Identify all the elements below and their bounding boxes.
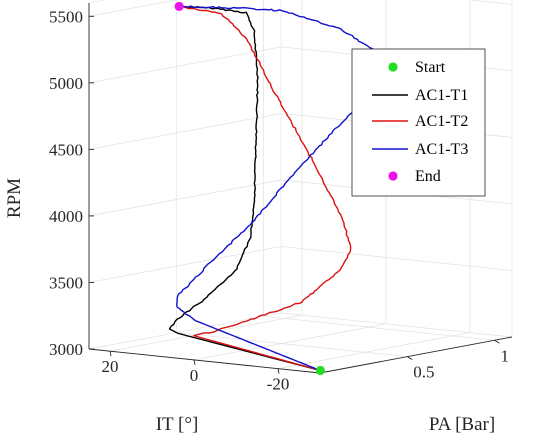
grid-line-floor-x	[277, 332, 471, 370]
legend-start-marker	[388, 62, 398, 72]
x-tick-label: 20	[102, 357, 119, 376]
box-edge	[88, 0, 108, 4]
x-tick-mark	[109, 351, 112, 357]
series-line-ac1-t1	[168, 5, 321, 372]
y-tick-label: 0.5	[413, 363, 434, 382]
x-axis-line	[88, 348, 321, 374]
y-tick-label: 1	[501, 346, 510, 365]
legend-t3-label: AC1-T3	[415, 141, 468, 158]
grid-line-back-z	[280, 246, 513, 271]
y-tick-mark	[407, 356, 413, 361]
grid-line-left-z	[88, 112, 282, 150]
grid-line-left-z	[88, 312, 282, 350]
grid-line-left-z	[88, 179, 282, 217]
grid-line-floor-y	[176, 332, 408, 358]
grid-line-floor-y	[263, 315, 495, 341]
marker-start	[315, 365, 325, 376]
x-tick-label: -20	[267, 375, 290, 394]
series-line-ac1-t2	[179, 5, 352, 372]
marker-end	[174, 1, 184, 12]
y-axis-line	[319, 336, 513, 374]
legend-end-marker	[388, 171, 398, 181]
series-line-ac1-t3	[175, 5, 389, 372]
legend-box	[351, 48, 486, 197]
series-lines	[168, 5, 389, 372]
grid-line-back-z	[280, 312, 513, 338]
y-axis-label: PA [Bar]	[429, 414, 495, 435]
tick-labels: 3000 3500 4000 4500 5000 5500 20 0 -20 0.5 1	[49, 7, 509, 393]
z-tick-label: 4000	[49, 207, 83, 226]
grid-line-floor-x	[193, 323, 387, 361]
legend-t1-label: AC1-T1	[415, 87, 468, 104]
z-tick-label: 3000	[49, 340, 83, 359]
z-axis-label: RPM	[4, 178, 25, 218]
grid-line-left-z	[88, 246, 282, 283]
markers	[174, 1, 325, 376]
x-tick-label: 0	[190, 366, 199, 385]
grid-line-left-z	[88, 0, 179, 17]
z-tick-label: 5500	[49, 7, 83, 26]
x-tick-mark	[277, 368, 280, 374]
y-tick-mark	[494, 339, 500, 344]
x-tick-mark	[193, 359, 196, 365]
legend-start-label: Start	[415, 59, 446, 76]
x-axis-label: IT [°]	[156, 414, 199, 435]
legend: Start AC1-T1 AC1-T2 AC1-T3 End	[351, 48, 486, 197]
axes	[88, 3, 513, 374]
z-tick-label: 5000	[49, 74, 83, 93]
z-tick-label: 3500	[49, 273, 83, 292]
grid-line-back-z	[466, 0, 513, 5]
grid-line-left-z	[88, 46, 282, 84]
z-tick-label: 4500	[49, 140, 83, 159]
legend-end-label: End	[415, 168, 441, 185]
legend-t2-label: AC1-T2	[415, 113, 468, 130]
